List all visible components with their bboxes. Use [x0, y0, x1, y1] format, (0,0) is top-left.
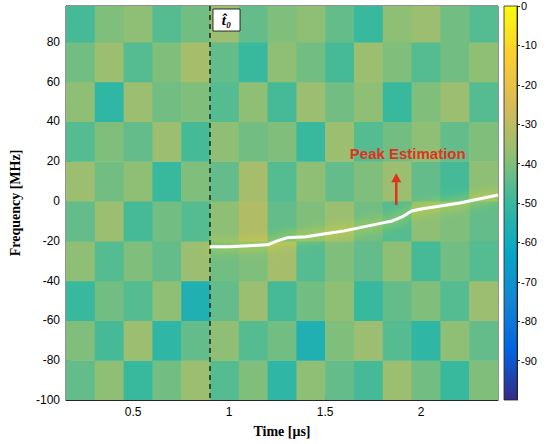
svg-text:t̂₀: t̂₀ — [222, 12, 232, 28]
svg-text:-20: -20 — [43, 234, 61, 248]
svg-text:2: 2 — [418, 405, 425, 419]
svg-text:-80: -80 — [521, 315, 537, 327]
svg-text:-10: -10 — [521, 39, 537, 51]
svg-text:-50: -50 — [521, 197, 537, 209]
svg-text:0: 0 — [53, 194, 60, 208]
svg-text:1.5: 1.5 — [317, 405, 334, 419]
svg-text:-60: -60 — [43, 313, 61, 327]
svg-text:-100: -100 — [36, 393, 60, 407]
svg-text:-60: -60 — [521, 236, 537, 248]
svg-text:80: 80 — [47, 35, 61, 49]
svg-text:60: 60 — [47, 75, 61, 89]
svg-text:-20: -20 — [521, 79, 537, 91]
svg-text:1: 1 — [226, 405, 233, 419]
svg-text:-70: -70 — [521, 276, 537, 288]
svg-text:Time [μs]: Time [μs] — [253, 424, 310, 439]
svg-text:-80: -80 — [43, 353, 61, 367]
svg-text:-90: -90 — [521, 355, 537, 367]
svg-text:Frequency [MHz]: Frequency [MHz] — [8, 150, 23, 257]
svg-text:40: 40 — [47, 114, 61, 128]
svg-text:0: 0 — [521, 0, 527, 12]
svg-text:20: 20 — [47, 154, 61, 168]
svg-text:-40: -40 — [43, 274, 61, 288]
svg-text:0.5: 0.5 — [125, 405, 142, 419]
svg-text:-30: -30 — [521, 118, 537, 130]
svg-text:-40: -40 — [521, 158, 537, 170]
svg-text:Peak Estimation: Peak Estimation — [350, 145, 466, 162]
